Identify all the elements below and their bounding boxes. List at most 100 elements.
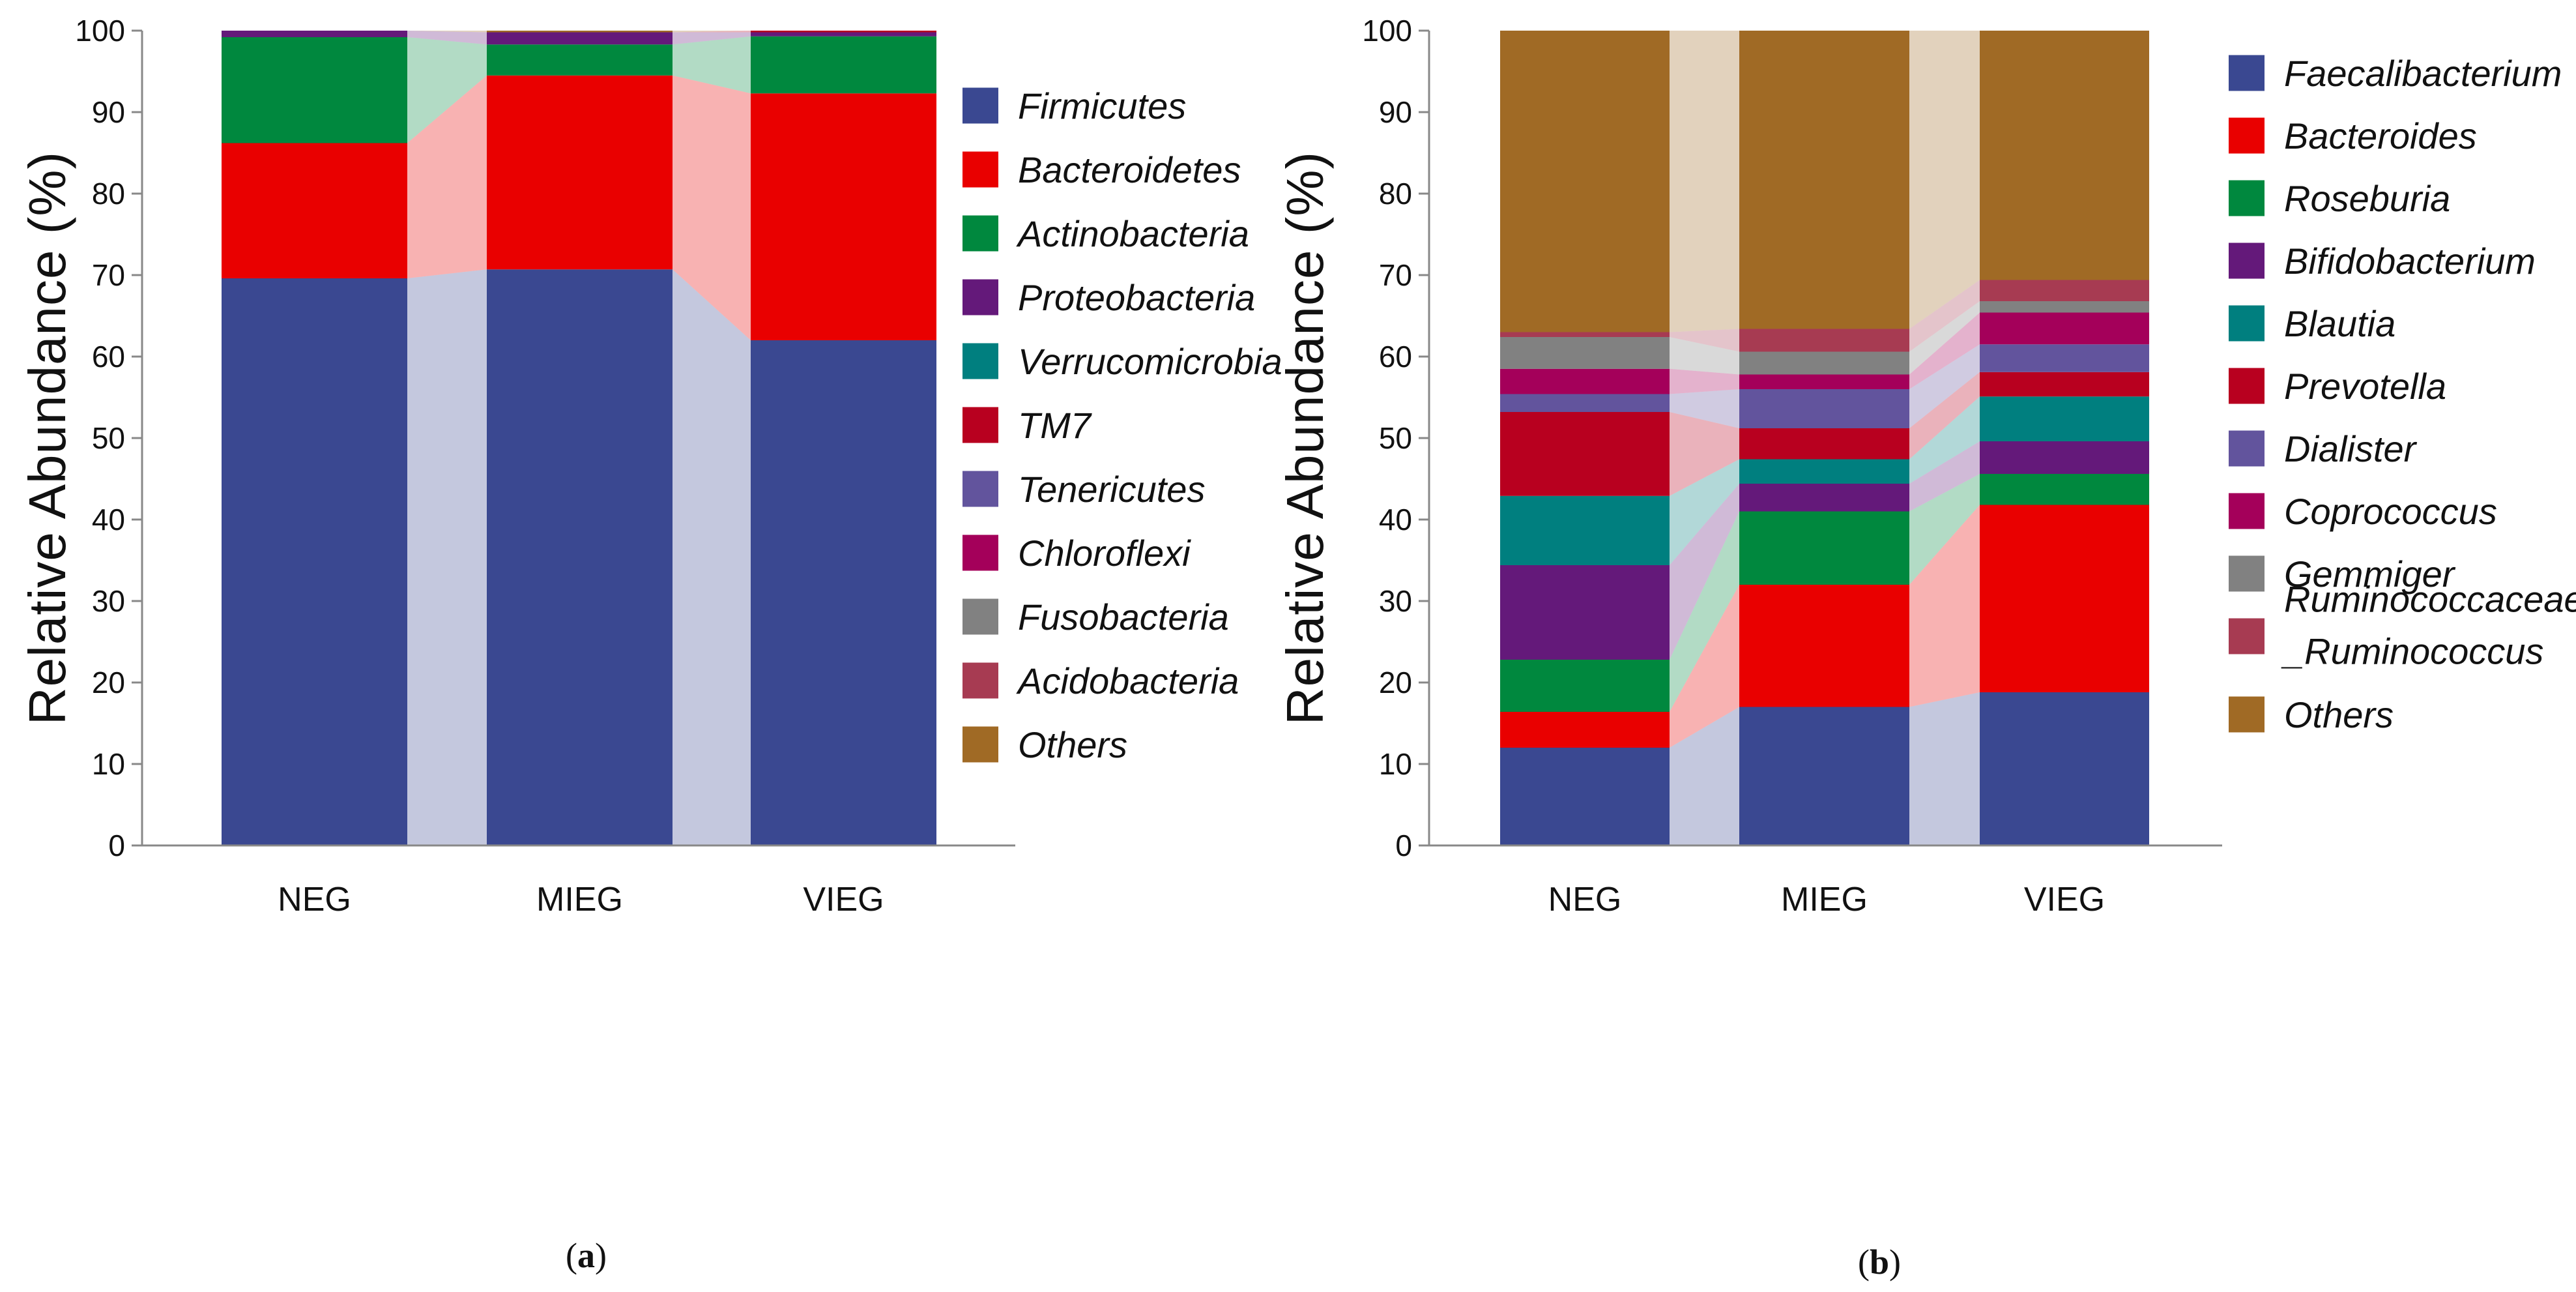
connector-dialister-1 (1670, 389, 1739, 428)
y-tick-label: 0 (108, 829, 125, 862)
bar-mieg-actinobacteria (487, 44, 673, 76)
y-tick-label: 90 (92, 95, 125, 129)
y-tick-label: 90 (1379, 95, 1412, 129)
y-tick-label: 40 (92, 503, 125, 536)
bar-neg-prevotella (1500, 412, 1670, 496)
panel-label-a: (a) (566, 1236, 607, 1275)
x-tick-label-neg: NEG (278, 881, 351, 918)
legend-label: Roseburia (2284, 178, 2450, 219)
legend-label: _Ruminococcus (2281, 631, 2543, 672)
legend-swatch-acidobacteria (962, 662, 998, 699)
legend-swatch-others (2229, 696, 2265, 733)
y-tick-label: 50 (92, 421, 125, 455)
legend-label: Bacteroidetes (1018, 149, 1241, 190)
legend-swatch-tm7 (962, 407, 998, 443)
bar-vieg-gemmiger (1980, 301, 2149, 313)
legend-swatch-gemmiger (2229, 555, 2265, 592)
connector-gemmiger-2 (1909, 301, 1980, 375)
legend-swatch-actinobacteria (962, 215, 998, 252)
bar-mieg-others (1739, 31, 1909, 329)
y-tick-label: 10 (1379, 747, 1412, 781)
legend-label: Tenericutes (1018, 469, 1205, 510)
connector-gemmiger-1 (1670, 337, 1739, 375)
bar-neg-bacteroides (1500, 712, 1670, 748)
bar-neg-bifidobacterium (1500, 565, 1670, 660)
bar-vieg-bifidobacterium (1980, 441, 2149, 474)
connector-ruminococcaceae-ruminococcus-1 (1670, 329, 1739, 352)
connector-others-1 (407, 31, 487, 33)
y-tick-label: 0 (1395, 829, 1412, 862)
connector-firmicutes-2 (673, 269, 751, 845)
y-tick-label: 50 (1379, 421, 1412, 455)
connector-bacteroides-1 (1670, 585, 1739, 748)
bar-neg-coprococcus (1500, 368, 1670, 394)
legend-swatch-faecalibacterium (2229, 55, 2265, 91)
bar-neg-others (1500, 31, 1670, 332)
legend-swatch-fusobacteria (962, 598, 998, 635)
connector-proteobacteria-1 (407, 31, 487, 45)
connector-others-2 (1909, 31, 1980, 329)
connector-dialister-2 (1909, 344, 1980, 428)
bar-vieg-actinobacteria (751, 36, 936, 94)
y-tick-label: 80 (1379, 177, 1412, 211)
bar-vieg-roseburia (1980, 474, 2149, 505)
legend-label: Fusobacteria (1018, 596, 1229, 638)
bar-mieg-ruminococcaceae-ruminococcus (1739, 329, 1909, 352)
y-tick-label: 40 (1379, 503, 1412, 536)
legend-label: Others (2284, 694, 2394, 735)
bar-vieg-blautia (1980, 396, 2149, 441)
bar-neg-dialister (1500, 394, 1670, 412)
bar-vieg-firmicutes (751, 340, 936, 845)
bar-neg-ruminococcaceae-ruminococcus (1500, 332, 1670, 337)
connector-proteobacteria-2 (673, 32, 751, 45)
connector-bifidobacterium-2 (1909, 441, 1980, 512)
legend-label: Prevotella (2284, 366, 2446, 407)
connector-actinobacteria-1 (407, 37, 487, 143)
bar-mieg-coprococcus (1739, 374, 1909, 389)
y-tick-label: 20 (92, 666, 125, 699)
bar-neg-proteobacteria (222, 31, 407, 37)
connector-roseburia-2 (1909, 474, 1980, 585)
legend-label: Faecalibacterium (2284, 53, 2562, 94)
legend-swatch-tenericutes (962, 471, 998, 507)
bar-mieg-bacteroides (1739, 585, 1909, 707)
connector-coprococcus-2 (1909, 312, 1980, 389)
legend-label: Firmicutes (1018, 85, 1186, 126)
legend-swatch-chloroflexi (962, 535, 998, 571)
bar-mieg-firmicutes (487, 269, 673, 845)
bar-neg-gemmiger (1500, 337, 1670, 369)
x-tick-label-vieg: VIEG (803, 881, 884, 918)
connector-faecalibacterium-2 (1909, 692, 1980, 845)
legend-swatch-proteobacteria (962, 279, 998, 316)
legend-label: Actinobacteria (1016, 213, 1249, 254)
bar-mieg-prevotella (1739, 428, 1909, 460)
x-tick-label-neg: NEG (1548, 881, 1622, 918)
bar-mieg-others (487, 31, 673, 33)
chart-panel-b: 0 10 20 30 40 50 60 70 80 90 100 NEG MIEG VIEG Relativ… (1276, 14, 2576, 918)
bar-mieg-roseburia (1739, 511, 1909, 585)
legend-swatch-coprococcus (2229, 493, 2265, 529)
legend-swatch-prevotella (2229, 368, 2265, 404)
connector-others-2 (673, 31, 751, 33)
y-tick-label: 80 (92, 177, 125, 211)
y-tick-label: 30 (1379, 584, 1412, 618)
legend-swatch-firmicutes (962, 87, 998, 124)
legend-swatch-blautia (2229, 305, 2265, 342)
connector-blautia-1 (1670, 459, 1739, 565)
legend-label: Dialister (2284, 428, 2418, 469)
legend-swatch-dialister (2229, 430, 2265, 467)
bar-vieg-bacteroidetes (751, 93, 936, 340)
bar-neg-faecalibacterium (1500, 748, 1670, 845)
legend-label: Acidobacteria (1016, 660, 1239, 701)
legend-swatch-others (962, 726, 998, 763)
bar-neg-actinobacteria (222, 37, 407, 143)
legend-label: Chloroflexi (1018, 533, 1191, 574)
bar-vieg-ruminococcaceae-ruminococcus (1980, 280, 2149, 301)
y-tick-label: 20 (1379, 666, 1412, 699)
connector-firmicutes-1 (407, 269, 487, 845)
bar-neg-blautia (1500, 495, 1670, 565)
legend-label: Bacteroides (2284, 115, 2477, 156)
bar-vieg-faecalibacterium (1980, 692, 2149, 845)
connector-prevotella-1 (1670, 412, 1739, 496)
legend-label: Gemmiger (2284, 553, 2456, 595)
